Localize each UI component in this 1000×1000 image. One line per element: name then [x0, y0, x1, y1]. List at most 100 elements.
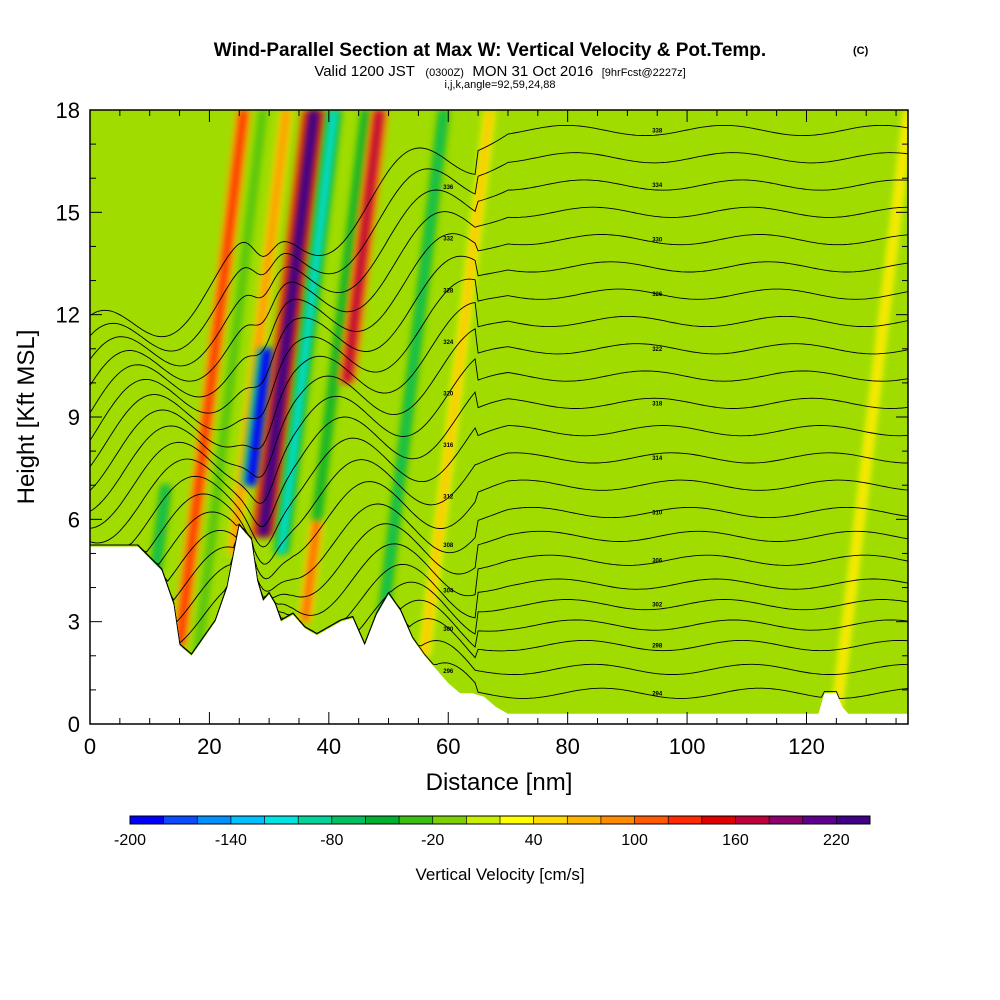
colorbar-swatch: [130, 816, 164, 824]
theta-contour-label: 320: [443, 391, 454, 397]
colorbar-swatch: [432, 816, 467, 824]
colorbar-tick-label: -80: [320, 832, 343, 849]
theta-contour: [90, 301, 908, 491]
terrain: [90, 526, 908, 724]
theta-contour: [90, 255, 908, 441]
theta-contour: [90, 425, 908, 548]
velocity-band: [195, 110, 266, 656]
x-tick-label: 120: [788, 734, 825, 759]
theta-contour-label: 316: [443, 443, 454, 449]
theta-contour: [90, 233, 908, 414]
y-tick-label: 6: [68, 507, 80, 532]
colorbar-tick-label: -20: [421, 832, 444, 849]
x-tick-label: 0: [84, 734, 96, 759]
chart-subtitle-indices: i,j,k,angle=92,59,24,88: [444, 79, 555, 91]
theta-contour-label: 330: [652, 238, 663, 244]
colorbar-swatch: [769, 816, 804, 824]
colorbar-tick-label: -200: [114, 832, 146, 849]
x-tick-label: 100: [669, 734, 706, 759]
colorbar-swatch: [701, 816, 736, 824]
theta-contour-label: 300: [443, 627, 454, 633]
velocity-band: [314, 110, 369, 520]
colorbar-tick-label: 160: [722, 832, 749, 849]
velocity-band: [379, 110, 447, 622]
theta-contour-label: 338: [652, 128, 663, 134]
theta-contour-label: 332: [443, 237, 454, 243]
theta-contour-label: 324: [443, 340, 454, 346]
velocity-band: [834, 110, 908, 714]
x-tick-label: 80: [555, 734, 579, 759]
y-tick-label: 18: [56, 98, 80, 123]
theta-contour-label: 328: [443, 288, 454, 294]
colorbar-swatch: [634, 816, 669, 824]
colorbar-swatch: [197, 816, 232, 824]
colorbar-swatch: [163, 816, 198, 824]
chart-title-mark: (C): [853, 45, 869, 57]
colorbar-swatch: [298, 816, 333, 824]
theta-contour-label: 314: [652, 456, 663, 462]
theta-contour-label: 322: [652, 347, 663, 353]
theta-contour: [90, 124, 908, 338]
theta-contour: [90, 523, 908, 644]
theta-contour-label: 334: [652, 183, 663, 189]
chart-subtitle: Valid 1200 JST (0300Z) MON 31 Oct 2016 […: [314, 63, 685, 80]
colorbar-swatch: [331, 816, 366, 824]
theta-contour-label: 294: [652, 691, 663, 697]
colorbar-swatch: [500, 816, 534, 824]
y-tick-label: 3: [68, 610, 80, 635]
theta-contour: [90, 503, 908, 592]
theta-contour: [90, 152, 908, 352]
theta-contour-label: 306: [652, 558, 663, 564]
theta-contour: [90, 452, 908, 565]
theta-contour: [90, 206, 908, 386]
y-tick-label: 12: [56, 303, 80, 328]
x-tick-label: 40: [317, 734, 341, 759]
theta-contour: [90, 357, 908, 529]
y-axis: 0 3 6 9 12 15 18: [56, 98, 908, 737]
theta-contour-label: 304: [443, 588, 454, 594]
velocity-band: [152, 485, 169, 571]
theta-contour-label: 302: [652, 603, 663, 609]
colorbar-tick-label: 220: [823, 832, 850, 849]
velocity-band: [277, 110, 339, 554]
theta-contour: [90, 479, 908, 580]
theta-contours: 2942962983003023043063083103123143163183…: [90, 124, 908, 699]
colorbar-swatch: [264, 816, 299, 824]
colorbar-swatch: [533, 816, 568, 824]
theta-contour: [90, 391, 908, 544]
theta-contour: [90, 328, 908, 512]
colorbar-swatch: [567, 816, 602, 824]
theta-contour: [90, 179, 908, 367]
chart-title: Wind-Parallel Section at Max W: Vertical…: [214, 40, 766, 61]
subtitle-forecast: [9hrFcst@2227z]: [602, 67, 686, 79]
colorbar-tick-label: 100: [621, 832, 648, 849]
theta-contour-label: 296: [443, 669, 454, 675]
x-axis: 0 20 40 60 80 100 120: [84, 110, 897, 759]
colorbar-swatch: [802, 816, 837, 824]
subtitle-date: MON 31 Oct 2016: [472, 63, 593, 80]
theta-contour-label: 308: [443, 543, 454, 549]
colorbar-swatch: [399, 816, 434, 824]
theta-contour-label: 298: [652, 644, 663, 650]
x-tick-label: 60: [436, 734, 460, 759]
y-tick-label: 0: [68, 712, 80, 737]
velocity-band: [175, 110, 248, 646]
subtitle-valid: Valid 1200 JST: [314, 63, 415, 80]
subtitle-utc: (0300Z): [425, 67, 464, 79]
colorbar-swatch: [836, 816, 871, 824]
y-tick-label: 15: [56, 200, 80, 225]
colorbar-swatch: [668, 816, 703, 824]
theta-contour-label: 326: [652, 292, 663, 298]
colorbar-swatch: [600, 816, 635, 824]
colorbar-swatch: [466, 816, 501, 824]
theta-contour: [90, 523, 908, 623]
colorbar-swatch: [365, 816, 400, 824]
theta-contour: [90, 278, 908, 467]
theta-contour-label: 336: [443, 185, 454, 191]
velocity-band: [257, 110, 321, 537]
y-tick-label: 9: [68, 405, 80, 430]
y-axis-label: Height [Kft MSL]: [13, 330, 40, 505]
plot-area: 2942962983003023043063083103123143163183…: [90, 110, 908, 724]
x-tick-label: 20: [197, 734, 221, 759]
